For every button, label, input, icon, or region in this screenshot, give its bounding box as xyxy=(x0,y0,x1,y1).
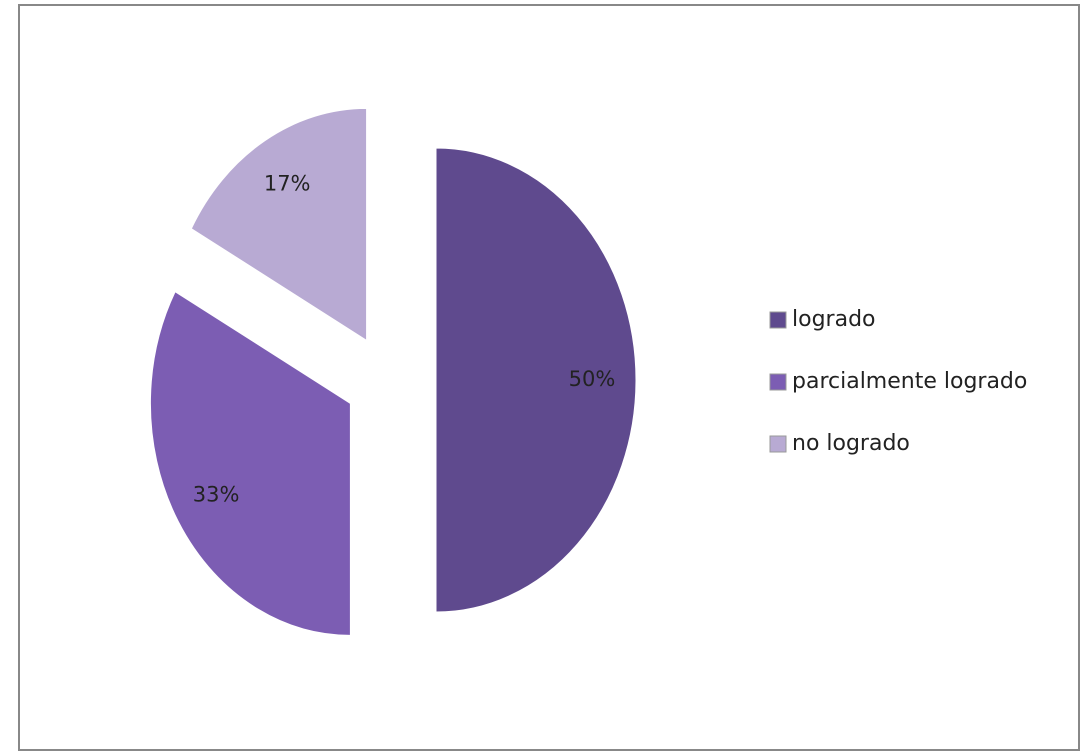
legend-swatch xyxy=(769,435,787,453)
legend-label: no logrado xyxy=(792,431,910,456)
legend-label: logrado xyxy=(792,307,876,332)
data-label: 33% xyxy=(193,483,240,507)
legend: logrado parcialmente logrado no logrado xyxy=(769,307,1027,456)
data-label: 17% xyxy=(264,172,311,196)
legend-swatch xyxy=(769,373,787,391)
pie: 50% 33% 17% xyxy=(149,107,637,636)
legend-label: parcialmente logrado xyxy=(792,369,1027,394)
pie-slice xyxy=(435,147,637,613)
pie-slice xyxy=(190,107,368,342)
data-label: 50% xyxy=(569,367,616,391)
legend-swatch xyxy=(769,311,787,329)
pie-slice xyxy=(149,290,351,636)
